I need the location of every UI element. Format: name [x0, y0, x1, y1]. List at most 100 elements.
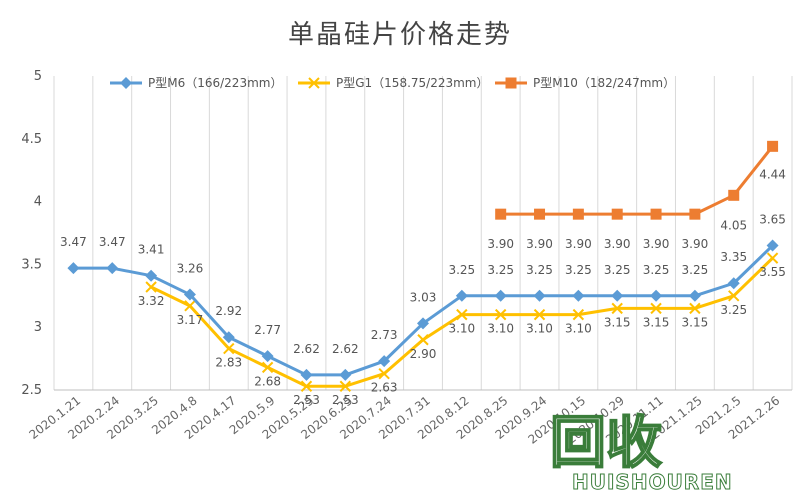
- data-label: 3.90: [604, 237, 631, 251]
- data-point-marker: [650, 289, 663, 302]
- data-label: 3.65: [759, 213, 786, 227]
- data-point-marker: [300, 368, 313, 381]
- data-label: 3.32: [138, 294, 165, 308]
- legend-label: P型M6（166/223mm）: [148, 76, 282, 90]
- data-point-marker: [689, 208, 701, 220]
- data-label: 2.62: [332, 342, 359, 356]
- data-label: 3.03: [410, 290, 437, 304]
- data-point-marker: [766, 252, 779, 264]
- data-point-marker: [106, 262, 119, 275]
- data-point-marker: [183, 288, 196, 301]
- data-label: 3.25: [448, 263, 475, 277]
- data-point-marker: [184, 300, 196, 312]
- data-point-marker: [222, 331, 235, 344]
- data-point-marker: [767, 140, 779, 152]
- data-point-marker: [223, 342, 235, 355]
- data-point-marker: [378, 355, 391, 368]
- data-label: 2.63: [371, 381, 398, 395]
- data-label: 3.25: [643, 263, 670, 277]
- watermark-sub-text: HUISHOUREN: [572, 470, 733, 495]
- data-point-marker: [572, 308, 585, 321]
- data-point-marker: [261, 350, 274, 363]
- data-point-marker: [494, 308, 507, 321]
- data-label: 3.41: [138, 243, 165, 257]
- data-label: 2.68: [254, 374, 281, 388]
- chart-title: 单晶硅片价格走势: [287, 20, 512, 50]
- data-point-marker: [611, 208, 623, 220]
- data-label: 3.10: [565, 322, 592, 336]
- data-point-marker: [611, 289, 624, 302]
- series-line: [500, 145, 774, 216]
- data-point-marker: [766, 239, 779, 252]
- y-tick-label: 2.5: [21, 383, 42, 398]
- data-label: 3.10: [526, 322, 553, 336]
- data-point-marker: [494, 289, 507, 302]
- data-point-marker: [650, 208, 662, 220]
- data-point-marker: [120, 77, 132, 89]
- data-point-marker: [533, 308, 546, 321]
- data-point-marker: [300, 380, 313, 392]
- data-point-marker: [572, 289, 585, 302]
- data-label: 4.44: [759, 167, 786, 181]
- label-layer: 3.47 3.47 3.41 3.26 2.92 2.77 2.62 2.62 2.73 3.03…: [60, 167, 786, 407]
- data-label: 3.25: [720, 303, 747, 317]
- data-point-marker: [339, 380, 352, 392]
- data-point-marker: [533, 289, 546, 302]
- legend-label: P型M10（182/247mm）: [533, 76, 675, 90]
- watermark-logo-text: 回收: [549, 410, 663, 477]
- data-point-marker: [727, 277, 740, 290]
- data-point-marker: [378, 367, 390, 380]
- data-label: 3.90: [643, 237, 670, 251]
- watermark-logo: 回收 HUISHOUREN: [549, 398, 790, 498]
- data-label: 2.90: [410, 347, 437, 361]
- data-point-marker: [650, 302, 662, 315]
- data-label: 2.83: [215, 356, 242, 370]
- data-label: 3.17: [177, 313, 204, 327]
- legend: P型M6（166/223mm） P型G1（158.75/223mm） P型M10（1…: [110, 76, 675, 90]
- grid-layer: [53, 76, 793, 390]
- y-tick-label: 4: [34, 195, 42, 210]
- data-point-marker: [689, 302, 701, 315]
- series-layer: [67, 140, 779, 392]
- data-label: 3.15: [682, 315, 709, 329]
- axis-layer: 2.533.544.552020.1.212020.2.242020.3.252…: [21, 69, 792, 447]
- data-point-marker: [455, 289, 468, 302]
- data-label: 3.25: [487, 263, 514, 277]
- y-tick-label: 3.5: [21, 257, 42, 272]
- data-label: 3.90: [487, 237, 514, 251]
- data-point-marker: [145, 281, 157, 293]
- data-label: 3.25: [526, 263, 553, 277]
- data-label: 3.55: [759, 265, 786, 279]
- data-point-marker: [572, 208, 584, 220]
- data-label: 3.10: [448, 322, 475, 336]
- data-label: 3.25: [604, 263, 631, 277]
- data-point-marker: [495, 208, 507, 220]
- data-label: 2.77: [254, 323, 281, 337]
- data-point-marker: [261, 361, 274, 374]
- data-label: 3.26: [177, 262, 204, 276]
- data-label: 3.10: [487, 322, 514, 336]
- data-label: 2.53: [332, 393, 359, 407]
- data-point-marker: [417, 317, 429, 330]
- data-point-marker: [688, 289, 701, 302]
- data-label: 4.05: [720, 218, 747, 232]
- data-label: 2.53: [293, 393, 320, 407]
- data-point-marker: [611, 302, 623, 315]
- data-point-marker: [339, 368, 352, 381]
- data-point-marker: [67, 262, 80, 275]
- y-tick-label: 5: [34, 69, 42, 84]
- data-point-marker: [728, 189, 740, 201]
- data-point-marker: [505, 77, 517, 89]
- data-point-marker: [417, 334, 429, 346]
- data-point-marker: [456, 308, 468, 321]
- data-label: 3.47: [99, 235, 126, 249]
- data-point-marker: [728, 290, 740, 302]
- data-label: 2.92: [215, 304, 242, 318]
- data-label: 3.15: [643, 315, 670, 329]
- data-label: 2.73: [371, 328, 398, 342]
- legend-label: P型G1（158.75/223mm）: [336, 76, 489, 90]
- data-point-marker: [534, 208, 546, 220]
- data-label: 3.90: [526, 237, 553, 251]
- y-tick-label: 3: [34, 320, 42, 335]
